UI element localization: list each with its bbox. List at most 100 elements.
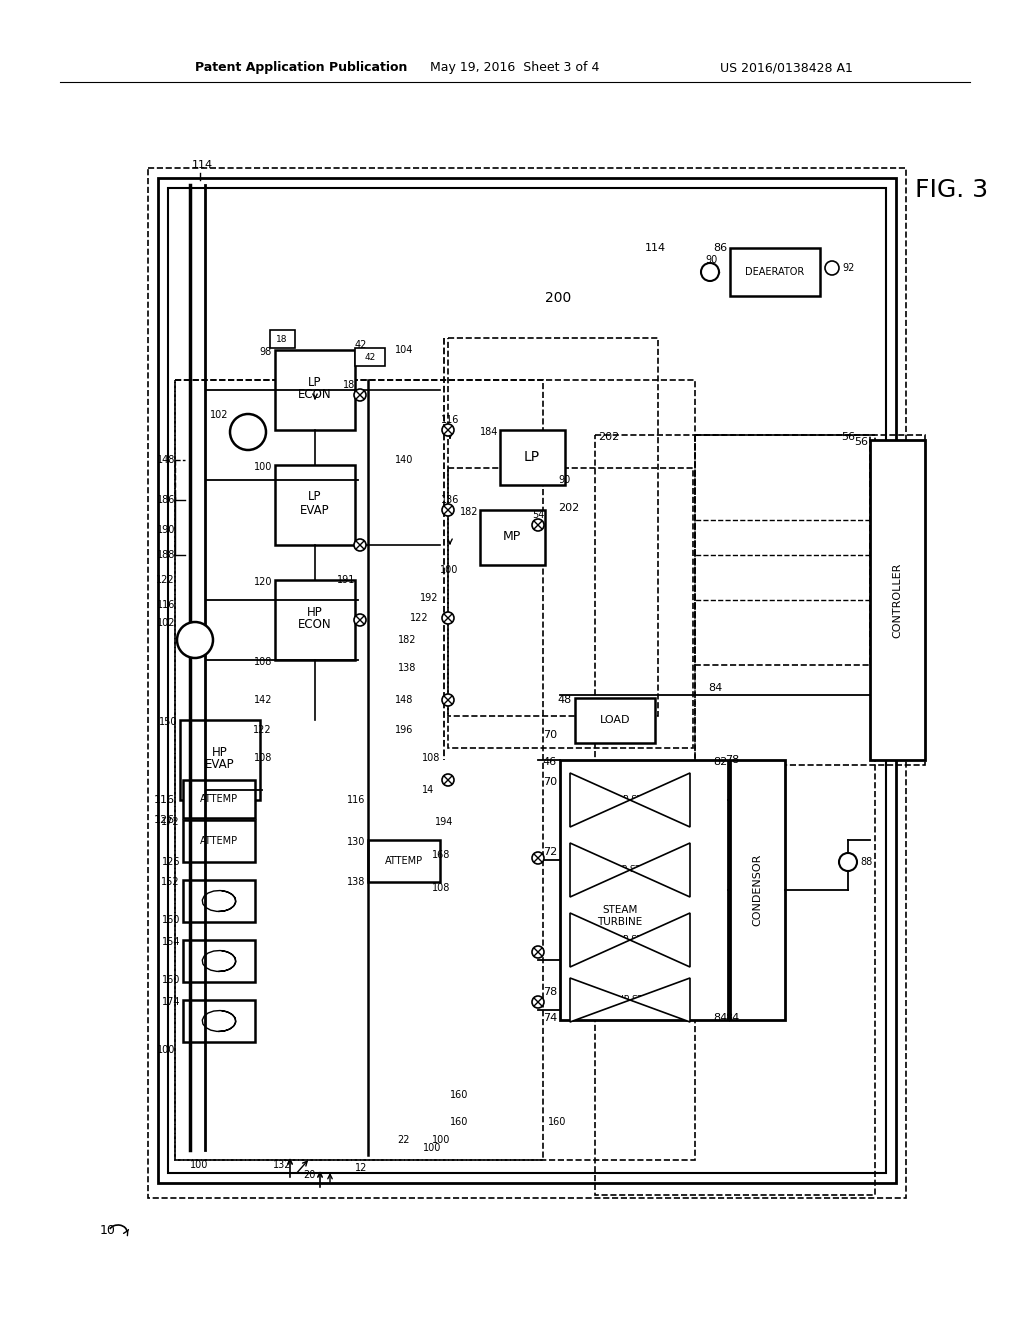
Text: 102: 102: [157, 618, 175, 628]
Bar: [275, 579, 355, 660]
Text: 138: 138: [347, 876, 365, 887]
Text: 108: 108: [254, 657, 272, 667]
Circle shape: [442, 504, 454, 516]
Text: IP ST: IP ST: [618, 866, 641, 874]
Bar: [183, 820, 255, 862]
Text: 174: 174: [162, 997, 180, 1007]
Text: 42: 42: [355, 341, 368, 350]
Text: 160: 160: [162, 975, 180, 985]
Bar: [168, 187, 886, 1173]
Bar: [175, 380, 543, 1160]
Text: 168: 168: [432, 850, 451, 861]
Bar: [449, 469, 693, 748]
Text: LP ST: LP ST: [617, 796, 642, 804]
Bar: [449, 338, 658, 715]
Text: 172: 172: [162, 817, 180, 828]
Text: 86: 86: [713, 243, 727, 253]
Circle shape: [354, 539, 366, 550]
Text: 92: 92: [842, 263, 854, 273]
Text: 100: 100: [157, 1045, 175, 1055]
Bar: [695, 436, 870, 665]
Text: 114: 114: [645, 243, 667, 253]
Text: 160: 160: [450, 1117, 468, 1127]
Bar: [730, 760, 785, 1020]
Text: 196: 196: [395, 725, 414, 735]
Text: LP: LP: [308, 375, 322, 388]
Text: HP: HP: [212, 746, 228, 759]
Text: 190: 190: [157, 525, 175, 535]
Text: 108: 108: [422, 752, 440, 763]
Text: 22: 22: [397, 1135, 410, 1144]
Circle shape: [354, 614, 366, 626]
Circle shape: [442, 694, 454, 706]
Text: 122: 122: [157, 576, 175, 585]
Text: 116: 116: [347, 795, 365, 805]
Circle shape: [442, 774, 454, 785]
Text: 188: 188: [157, 550, 175, 560]
Text: 18: 18: [343, 380, 355, 389]
Text: 202: 202: [558, 503, 580, 513]
Bar: [183, 940, 255, 982]
Text: LP: LP: [308, 491, 322, 503]
Text: 100: 100: [432, 1135, 451, 1144]
Text: 14: 14: [422, 785, 434, 795]
Text: HP: HP: [307, 606, 323, 619]
Polygon shape: [570, 843, 630, 898]
Text: Patent Application Publication: Patent Application Publication: [195, 62, 408, 74]
Polygon shape: [570, 774, 630, 828]
Circle shape: [839, 853, 857, 871]
Text: 74: 74: [543, 1012, 557, 1023]
Text: 42: 42: [365, 352, 376, 362]
Text: ATTEMP: ATTEMP: [385, 855, 423, 866]
Text: 84: 84: [708, 682, 722, 693]
Bar: [355, 348, 385, 366]
Text: 18: 18: [276, 334, 288, 343]
Text: 152: 152: [162, 876, 180, 887]
Circle shape: [442, 424, 454, 436]
Circle shape: [354, 389, 366, 401]
Text: 84: 84: [713, 1012, 727, 1023]
Text: 116: 116: [154, 795, 175, 805]
Text: 132: 132: [273, 1160, 292, 1170]
Text: HP ST: HP ST: [616, 995, 643, 1005]
Text: 184: 184: [479, 426, 498, 437]
Text: 114: 114: [193, 160, 213, 170]
Bar: [175, 380, 695, 1160]
Text: 138: 138: [398, 663, 417, 673]
Text: 150: 150: [159, 717, 177, 727]
Text: 100: 100: [190, 1160, 208, 1170]
Text: 120: 120: [254, 577, 272, 587]
Text: ECON: ECON: [298, 619, 332, 631]
Text: 90: 90: [558, 475, 570, 484]
Circle shape: [532, 946, 544, 958]
Polygon shape: [630, 843, 690, 898]
Text: 98: 98: [260, 347, 272, 356]
Text: 102: 102: [210, 411, 228, 420]
Text: 126: 126: [154, 814, 175, 825]
Text: 88: 88: [860, 857, 872, 867]
Text: LOAD: LOAD: [600, 715, 630, 725]
Text: 182: 182: [398, 635, 417, 645]
Bar: [183, 880, 255, 921]
Bar: [158, 178, 896, 1183]
Text: 48: 48: [558, 696, 572, 705]
Text: 191: 191: [337, 576, 355, 585]
Circle shape: [532, 519, 544, 531]
Text: 46: 46: [543, 756, 557, 767]
Bar: [270, 330, 295, 348]
Text: 140: 140: [395, 455, 414, 465]
Text: CONTROLLER: CONTROLLER: [892, 562, 902, 638]
Text: 116: 116: [440, 414, 459, 425]
Text: FIG. 3: FIG. 3: [915, 178, 988, 202]
Text: ATTEMP: ATTEMP: [200, 836, 238, 846]
Text: 10: 10: [100, 1224, 116, 1237]
Text: ATTEMP: ATTEMP: [200, 795, 238, 804]
Text: US 2016/0138428 A1: US 2016/0138428 A1: [720, 62, 853, 74]
Text: 130: 130: [347, 837, 365, 847]
Text: 148: 148: [395, 696, 414, 705]
Circle shape: [532, 851, 544, 865]
Text: 82: 82: [713, 756, 727, 767]
Circle shape: [532, 997, 544, 1008]
Text: 100: 100: [423, 1143, 441, 1152]
Circle shape: [230, 414, 266, 450]
